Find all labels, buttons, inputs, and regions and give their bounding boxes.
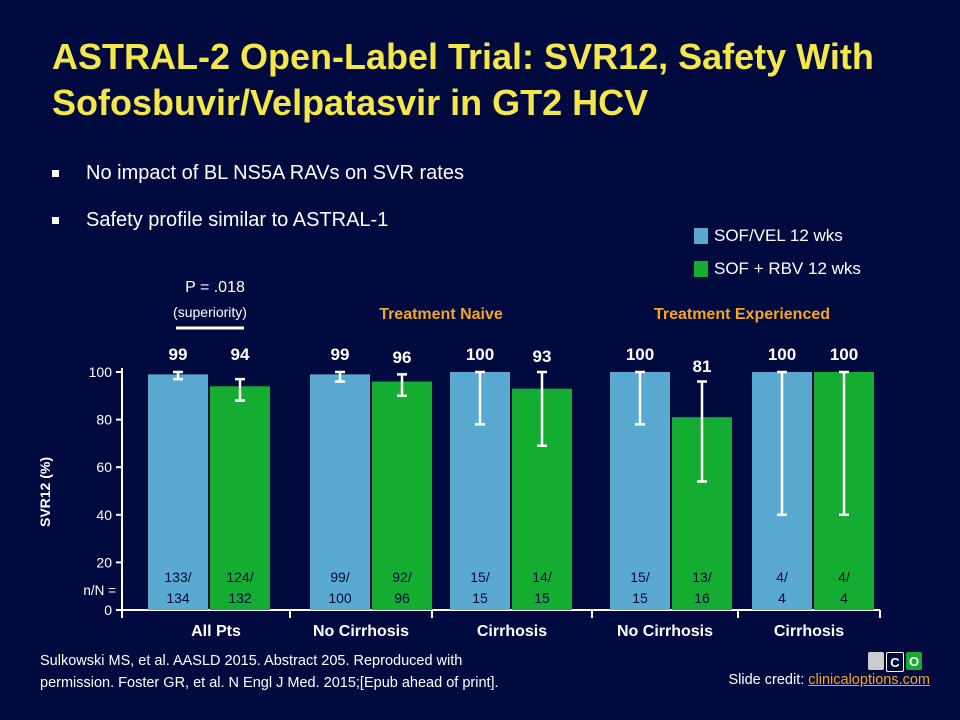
slide-title: ASTRAL-2 Open-Label Trial: SVR12, Safety… bbox=[52, 36, 874, 123]
y-axis-label: SVR12 (%) bbox=[37, 457, 53, 527]
nN-value: 15 bbox=[472, 590, 488, 606]
nN-value: 15/ bbox=[470, 569, 490, 585]
nN-value: 96 bbox=[394, 590, 410, 606]
p-value-label: P = .018 bbox=[185, 279, 245, 296]
bullet-item: No impact of BL NS5A RAVs on SVR rates bbox=[50, 160, 464, 186]
p-value-sub: (superiority) bbox=[173, 304, 247, 320]
legend-swatch-sofrbv bbox=[694, 261, 708, 277]
logo-letter: C bbox=[868, 652, 884, 670]
legend-label: SOF/VEL 12 wks bbox=[714, 226, 843, 245]
x-category-label: Cirrhosis bbox=[477, 623, 547, 640]
x-category-label: All Pts bbox=[191, 623, 241, 640]
nN-value: 4 bbox=[778, 590, 786, 606]
nN-value: 13/ bbox=[692, 569, 712, 585]
bar bbox=[310, 374, 370, 610]
legend-label: SOF + RBV 12 wks bbox=[714, 259, 861, 278]
nN-value: 134 bbox=[166, 590, 190, 606]
nN-value: 133/ bbox=[164, 569, 191, 585]
legend-item-sofvel: SOF/VEL 12 wks bbox=[694, 224, 861, 248]
y-tick-label: 20 bbox=[96, 554, 112, 570]
data-label: 96 bbox=[393, 348, 412, 367]
y-tick-label: 40 bbox=[96, 507, 112, 523]
citation-line: Sulkowski MS, et al. AASLD 2015. Abstrac… bbox=[40, 653, 463, 669]
bar bbox=[210, 386, 270, 610]
y-tick-label: 80 bbox=[96, 412, 112, 428]
nN-value: 4/ bbox=[776, 569, 788, 585]
x-category-label: No Cirrhosis bbox=[617, 623, 713, 640]
group-label: Treatment Naive bbox=[379, 306, 503, 323]
legend-swatch-sofvel bbox=[694, 228, 708, 244]
slide-credit: Slide credit: clinicaloptions.com bbox=[729, 672, 931, 688]
nN-value: 100 bbox=[328, 590, 352, 606]
nN-value: 124/ bbox=[226, 569, 253, 585]
data-label: 100 bbox=[626, 345, 654, 364]
data-label: 99 bbox=[331, 345, 350, 364]
bullet-list: No impact of BL NS5A RAVs on SVR rates S… bbox=[50, 160, 464, 254]
nN-value: 99/ bbox=[330, 569, 350, 585]
bullet-marker-icon bbox=[52, 170, 59, 177]
nN-value: 14/ bbox=[532, 569, 552, 585]
nN-value: 92/ bbox=[392, 569, 412, 585]
y-tick-label: 0 bbox=[104, 602, 112, 618]
nN-value: 15/ bbox=[630, 569, 650, 585]
data-label: 100 bbox=[830, 345, 858, 364]
citation-line: permission. Foster GR, et al. N Engl J M… bbox=[40, 675, 499, 691]
data-label: 94 bbox=[231, 345, 250, 364]
data-label: 99 bbox=[169, 345, 188, 364]
y-tick-label: 100 bbox=[89, 364, 113, 380]
citation: Sulkowski MS, et al. AASLD 2015. Abstrac… bbox=[40, 650, 660, 694]
bar bbox=[372, 381, 432, 610]
credit-label: Slide credit: bbox=[728, 672, 809, 688]
data-label: 100 bbox=[466, 345, 494, 364]
x-category-label: Cirrhosis bbox=[774, 623, 844, 640]
bar bbox=[148, 374, 208, 610]
chart-legend: SOF/VEL 12 wks SOF + RBV 12 wks bbox=[694, 224, 861, 290]
data-label: 81 bbox=[693, 357, 712, 376]
nN-value: 15 bbox=[534, 590, 550, 606]
nN-value: 4/ bbox=[838, 569, 850, 585]
data-label: 93 bbox=[533, 347, 552, 366]
x-category-label: No Cirrhosis bbox=[313, 623, 409, 640]
logo-letter: O bbox=[906, 652, 922, 670]
nN-value: 16 bbox=[694, 590, 710, 606]
data-label: 100 bbox=[768, 345, 796, 364]
nN-value: 132 bbox=[228, 590, 252, 606]
bullet-text: No impact of BL NS5A RAVs on SVR rates bbox=[86, 162, 464, 184]
nN-label: n/N = bbox=[83, 583, 116, 598]
bullet-marker-icon bbox=[52, 217, 59, 224]
logo-letter: C bbox=[886, 652, 904, 672]
bullet-text: Safety profile similar to ASTRAL-1 bbox=[86, 209, 389, 231]
cco-logo: C C O bbox=[868, 652, 922, 672]
y-tick-label: 60 bbox=[96, 459, 112, 475]
legend-item-sofrbv: SOF + RBV 12 wks bbox=[694, 257, 861, 281]
nN-value: 4 bbox=[840, 590, 848, 606]
bullet-item: Safety profile similar to ASTRAL-1 bbox=[50, 207, 464, 233]
group-label: Treatment Experienced bbox=[654, 306, 830, 323]
credit-link[interactable]: clinicaloptions.com bbox=[808, 672, 930, 688]
nN-value: 15 bbox=[632, 590, 648, 606]
